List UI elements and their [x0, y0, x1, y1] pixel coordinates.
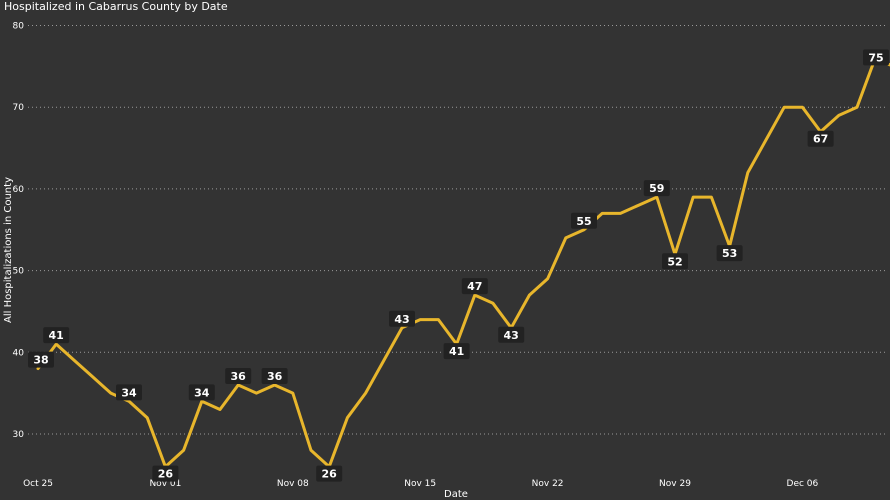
data-label-background [571, 212, 597, 229]
x-tick-label: Nov 01 [149, 479, 181, 489]
chart-title: Hospitalized in Cabarrus County by Date [4, 0, 228, 13]
x-tick-label: Nov 08 [277, 479, 309, 489]
data-label-text: 34 [194, 386, 210, 399]
data-label-background [116, 384, 142, 401]
x-axis-title: Date [444, 489, 468, 500]
y-tick-label: 80 [13, 22, 25, 32]
data-label: 36 [261, 367, 288, 384]
data-label-background [716, 245, 743, 262]
data-label: 38 [28, 351, 54, 368]
data-label: 43 [389, 310, 415, 327]
x-tick-label: Nov 15 [404, 479, 436, 489]
series-line [36, 56, 890, 469]
data-label-background [261, 367, 288, 384]
data-label: 34 [116, 384, 142, 401]
data-label: 52 [662, 253, 688, 270]
x-tick-label: Dec 06 [787, 479, 819, 489]
data-label: 59 [643, 180, 670, 197]
data-label-background [461, 278, 488, 295]
y-tick-label: 30 [13, 430, 25, 440]
data-label-text: 36 [267, 370, 283, 383]
data-label-background [389, 310, 415, 327]
data-label-text: 47 [467, 280, 482, 293]
data-label: 36 [225, 367, 252, 384]
y-tick-label: 70 [13, 103, 25, 113]
data-label-text: 43 [394, 313, 409, 326]
data-label-background [152, 465, 179, 482]
data-label-background [28, 351, 54, 368]
data-label-text: 38 [33, 354, 48, 367]
data-label-text: 53 [722, 247, 737, 260]
series-line-group [36, 56, 890, 469]
data-label-text: 59 [649, 182, 664, 195]
data-label-text: 52 [667, 255, 682, 268]
data-label-text: 75 [868, 51, 883, 64]
data-label: 67 [807, 130, 834, 147]
data-label-text: 26 [322, 468, 338, 481]
data-label-background [498, 326, 525, 343]
data-label-background [188, 384, 215, 401]
x-axis: Oct 25 Nov 01 Nov 08 Nov 15 Nov 22 Nov 29 Dec … [23, 479, 818, 489]
y-tick-label: 50 [13, 267, 25, 277]
data-label-background [316, 465, 343, 482]
data-label-text: 26 [158, 468, 174, 481]
x-tick-label: Oct 25 [23, 479, 53, 489]
data-label-text: 34 [121, 386, 137, 399]
data-label-text: 36 [231, 370, 247, 383]
data-label: 41 [43, 327, 70, 344]
y-tick-label: 60 [13, 185, 25, 195]
data-label: 26 [316, 465, 343, 482]
data-label: 47 [461, 278, 488, 295]
x-tick-label: Nov 29 [659, 479, 691, 489]
data-label-text: 67 [813, 133, 828, 146]
data-label-background [863, 49, 889, 66]
gridlines [28, 25, 885, 435]
data-label: 53 [716, 245, 743, 262]
data-label: 34 [188, 384, 215, 401]
data-label-background [662, 253, 688, 270]
data-label-background [643, 180, 670, 197]
data-label-text: 55 [576, 215, 591, 228]
data-label-background [225, 367, 252, 384]
data-label: 41 [443, 343, 470, 360]
data-label-text: 41 [49, 329, 64, 342]
data-label-text: 41 [449, 345, 464, 358]
data-label-background [807, 130, 834, 147]
data-label: 26 [152, 465, 179, 482]
data-label: 43 [498, 326, 525, 343]
y-axis-title: All Hospitalizations in County [3, 177, 14, 323]
data-label-text: 43 [504, 329, 519, 342]
x-tick-label: Nov 22 [532, 479, 564, 489]
y-axis: 30 40 50 60 70 80 [13, 22, 25, 441]
y-tick-label: 40 [13, 348, 25, 358]
data-label: 75 [863, 49, 889, 66]
data-label-background [443, 343, 470, 360]
data-label: 55 [571, 212, 597, 229]
data-label-background [43, 327, 70, 344]
